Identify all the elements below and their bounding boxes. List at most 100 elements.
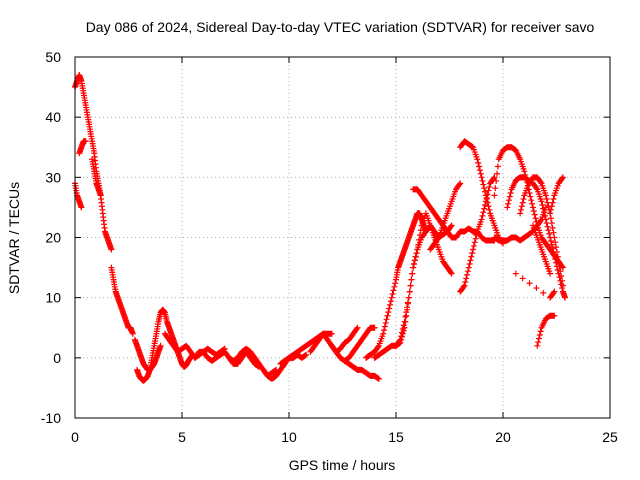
data-point bbox=[78, 204, 85, 211]
y-tick-label: 0 bbox=[53, 350, 61, 366]
data-point-interp bbox=[519, 199, 526, 206]
data-point-interp bbox=[447, 223, 454, 230]
data-point-interp bbox=[456, 181, 463, 188]
series-arc-16 bbox=[363, 210, 429, 361]
data-point-interp bbox=[549, 245, 556, 252]
data-point-interp bbox=[541, 209, 548, 216]
data-point-interp bbox=[381, 323, 388, 330]
series-arc-12 bbox=[277, 351, 310, 367]
data-point-interp bbox=[385, 309, 392, 316]
y-tick-label: 40 bbox=[45, 109, 61, 125]
series-arc-17 bbox=[371, 222, 455, 361]
data-point bbox=[504, 204, 511, 211]
data-point-interp bbox=[533, 185, 540, 192]
series-arc-27 bbox=[529, 222, 554, 277]
data-point-interp bbox=[518, 203, 525, 210]
data-point-interp bbox=[391, 283, 398, 290]
data-point-interp bbox=[476, 163, 483, 170]
data-point bbox=[388, 294, 395, 301]
data-point bbox=[401, 318, 408, 325]
series-arc-8 bbox=[161, 330, 228, 361]
data-point-interp bbox=[485, 187, 492, 194]
data-point-interp bbox=[557, 268, 564, 275]
x-tick-label: 20 bbox=[495, 429, 511, 445]
data-point-interp bbox=[506, 193, 513, 200]
data-point-interp bbox=[407, 282, 414, 289]
data-point-interp bbox=[520, 195, 527, 202]
data-point-interp bbox=[483, 195, 490, 202]
data-point-interp bbox=[473, 232, 480, 239]
data-point-interp bbox=[527, 193, 534, 200]
series-arc-6 bbox=[134, 306, 196, 384]
data-point bbox=[478, 174, 485, 181]
data-point-interp bbox=[479, 212, 486, 219]
data-point-interp bbox=[537, 328, 544, 335]
data-point-interp bbox=[411, 257, 418, 264]
data-point-interp bbox=[484, 199, 491, 206]
data-point-interp bbox=[415, 241, 422, 248]
data-point-interp bbox=[469, 143, 476, 150]
data-point-interp bbox=[544, 199, 551, 206]
data-point bbox=[562, 294, 569, 301]
data-point-interp bbox=[375, 344, 382, 351]
data-point bbox=[328, 330, 335, 337]
y-tick-label: 20 bbox=[45, 230, 61, 246]
data-point bbox=[474, 156, 481, 163]
data-point bbox=[465, 264, 472, 271]
data-point-interp bbox=[416, 232, 423, 239]
data-point-interp bbox=[548, 220, 555, 227]
data-point-interp bbox=[387, 301, 394, 308]
data-point-interp bbox=[556, 263, 563, 270]
y-tick-label: 10 bbox=[45, 290, 61, 306]
data-point bbox=[375, 375, 382, 382]
data-point bbox=[478, 216, 485, 223]
data-point-interp bbox=[547, 215, 554, 222]
data-point bbox=[448, 270, 455, 277]
series-arc-30 bbox=[512, 270, 558, 301]
data-point-interp bbox=[492, 185, 499, 192]
data-point bbox=[303, 351, 310, 358]
data-point-interp bbox=[389, 291, 396, 298]
data-point-interp bbox=[558, 273, 565, 280]
data-point bbox=[405, 294, 412, 301]
data-point-interp bbox=[255, 363, 262, 370]
data-point-interp bbox=[416, 236, 423, 243]
data-point bbox=[547, 210, 554, 217]
data-point bbox=[547, 270, 554, 277]
series-arc-25 bbox=[504, 174, 569, 301]
data-point-interp bbox=[543, 220, 550, 227]
y-tick-label: 50 bbox=[45, 49, 61, 65]
data-point-interp bbox=[559, 277, 566, 284]
data-point bbox=[354, 324, 361, 331]
series-arc-18 bbox=[393, 210, 455, 349]
series-arc-20 bbox=[427, 180, 464, 253]
data-point bbox=[551, 288, 558, 295]
data-points bbox=[72, 72, 569, 384]
data-point bbox=[551, 312, 558, 319]
series-arc-4 bbox=[89, 156, 104, 199]
x-axis-title: GPS time / hours bbox=[289, 457, 396, 473]
data-point-interp bbox=[462, 279, 469, 286]
data-point-interp bbox=[549, 199, 556, 206]
data-point-interp bbox=[381, 327, 388, 334]
data-point-interp bbox=[528, 197, 535, 204]
data-point bbox=[448, 222, 455, 229]
data-point-interp bbox=[434, 235, 441, 242]
data-point-interp bbox=[412, 253, 419, 260]
data-point-interp bbox=[403, 309, 410, 316]
data-point-interp bbox=[540, 289, 547, 296]
series-arc-7 bbox=[131, 336, 164, 373]
data-point-interp bbox=[468, 253, 475, 260]
data-point bbox=[491, 174, 498, 181]
series-arc-24 bbox=[491, 204, 549, 244]
data-point bbox=[410, 264, 417, 271]
data-point-interp bbox=[463, 275, 470, 282]
data-point-interp bbox=[481, 205, 488, 212]
data-point-interp bbox=[475, 159, 482, 166]
data-point-interp bbox=[532, 215, 539, 222]
data-point-interp bbox=[507, 189, 514, 196]
data-point-interp bbox=[406, 288, 413, 295]
data-point-interp bbox=[417, 227, 424, 234]
data-point-interp bbox=[469, 250, 476, 257]
data-point bbox=[414, 246, 421, 253]
